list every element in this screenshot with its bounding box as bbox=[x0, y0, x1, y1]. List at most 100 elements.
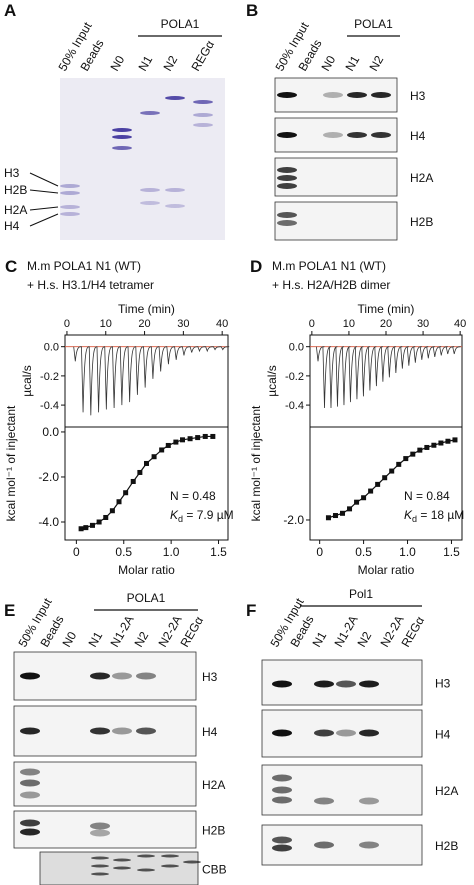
band bbox=[90, 822, 110, 830]
data-point bbox=[438, 440, 444, 446]
y-tick-label: 0.0 bbox=[44, 342, 59, 354]
x-tick-label: 1.5 bbox=[443, 545, 460, 559]
data-point bbox=[325, 515, 331, 521]
marker-line bbox=[29, 206, 59, 211]
band bbox=[60, 212, 80, 216]
band bbox=[20, 791, 40, 799]
band bbox=[140, 111, 160, 115]
band bbox=[314, 680, 334, 688]
peak bbox=[400, 346, 409, 369]
y-axis-label: kcal mol⁻¹ of injectant bbox=[249, 405, 263, 521]
band bbox=[277, 220, 297, 226]
x-tick-label: 0 bbox=[309, 318, 315, 330]
peak bbox=[135, 346, 144, 395]
band bbox=[112, 146, 132, 150]
lane-label: N0 bbox=[318, 53, 338, 74]
band bbox=[90, 727, 110, 735]
band bbox=[91, 872, 109, 876]
x-tick-label: 10 bbox=[100, 318, 112, 330]
marker-label: H4 bbox=[4, 219, 20, 233]
band bbox=[336, 680, 356, 688]
panel-label: C bbox=[5, 257, 17, 276]
peak bbox=[367, 346, 377, 391]
band bbox=[183, 860, 201, 864]
x-tick-label: 40 bbox=[454, 318, 466, 330]
band bbox=[90, 829, 110, 837]
peak bbox=[143, 346, 152, 388]
peak bbox=[374, 346, 383, 387]
band bbox=[112, 128, 132, 132]
peak bbox=[361, 346, 370, 397]
blot-label: H2B bbox=[410, 215, 433, 229]
band bbox=[112, 135, 132, 139]
panel-label: E bbox=[4, 601, 15, 620]
y-tick-label: -2.0 bbox=[38, 470, 59, 484]
band bbox=[137, 854, 155, 858]
band bbox=[359, 729, 379, 737]
data-point bbox=[109, 508, 115, 514]
data-point bbox=[445, 438, 451, 444]
marker-label: H2A bbox=[4, 203, 27, 217]
y-tick-label: -4.0 bbox=[38, 515, 59, 529]
blot-label: H3 bbox=[435, 677, 451, 691]
band bbox=[140, 201, 160, 205]
band bbox=[359, 680, 379, 688]
band bbox=[193, 123, 213, 127]
data-point bbox=[103, 514, 109, 520]
band bbox=[112, 672, 132, 680]
x-tick-label: 0.5 bbox=[355, 545, 372, 559]
band bbox=[60, 184, 80, 188]
peak bbox=[181, 346, 191, 356]
kd-subscript: d bbox=[412, 514, 417, 524]
kd-symbol: K bbox=[404, 508, 413, 522]
x-axis-label: Molar ratio bbox=[358, 563, 415, 577]
blot bbox=[13, 761, 197, 807]
band bbox=[314, 729, 334, 737]
data-point bbox=[424, 444, 430, 450]
group-label: POLA1 bbox=[127, 591, 166, 605]
data-point bbox=[159, 447, 165, 453]
x-tick-label: 1.5 bbox=[210, 545, 227, 559]
band bbox=[113, 858, 131, 862]
x-tick-label: 30 bbox=[177, 318, 189, 330]
peak bbox=[348, 346, 357, 403]
peak bbox=[445, 346, 455, 355]
band bbox=[90, 672, 110, 680]
plot-frame bbox=[64, 426, 229, 541]
band bbox=[161, 864, 179, 868]
band bbox=[165, 188, 185, 192]
band bbox=[60, 205, 80, 209]
group-label: POLA1 bbox=[161, 17, 200, 31]
blot-label: H3 bbox=[202, 670, 218, 684]
band bbox=[112, 727, 132, 735]
band bbox=[91, 864, 109, 868]
data-point bbox=[340, 510, 346, 516]
blot-label: H2B bbox=[435, 839, 458, 853]
data-point bbox=[123, 490, 129, 496]
marker-label: H3 bbox=[4, 166, 20, 180]
marker-line bbox=[29, 189, 59, 194]
data-point bbox=[187, 436, 193, 442]
data-point bbox=[410, 451, 416, 457]
peak bbox=[393, 346, 403, 373]
data-point bbox=[202, 433, 208, 439]
panel-title: M.m POLA1 N1 (WT) bbox=[27, 259, 141, 273]
data-point bbox=[396, 461, 402, 467]
lane-label: N2 bbox=[160, 53, 180, 74]
y-tick-label: -0.2 bbox=[40, 371, 59, 383]
kd-subscript: d bbox=[178, 514, 183, 524]
data-point bbox=[389, 468, 395, 474]
annotation: Kd = 18 µM bbox=[404, 508, 464, 524]
data-point bbox=[137, 469, 143, 475]
data-point bbox=[96, 519, 102, 525]
peak bbox=[119, 346, 129, 406]
blot-label: H3 bbox=[410, 89, 426, 103]
band bbox=[272, 796, 292, 804]
data-point bbox=[354, 499, 360, 505]
y-axis-label: µcal/s bbox=[265, 365, 279, 397]
y-axis-label: µcal/s bbox=[20, 365, 34, 397]
x-tick-label: 1.0 bbox=[163, 545, 180, 559]
peak bbox=[220, 346, 230, 351]
data-point bbox=[195, 435, 201, 441]
